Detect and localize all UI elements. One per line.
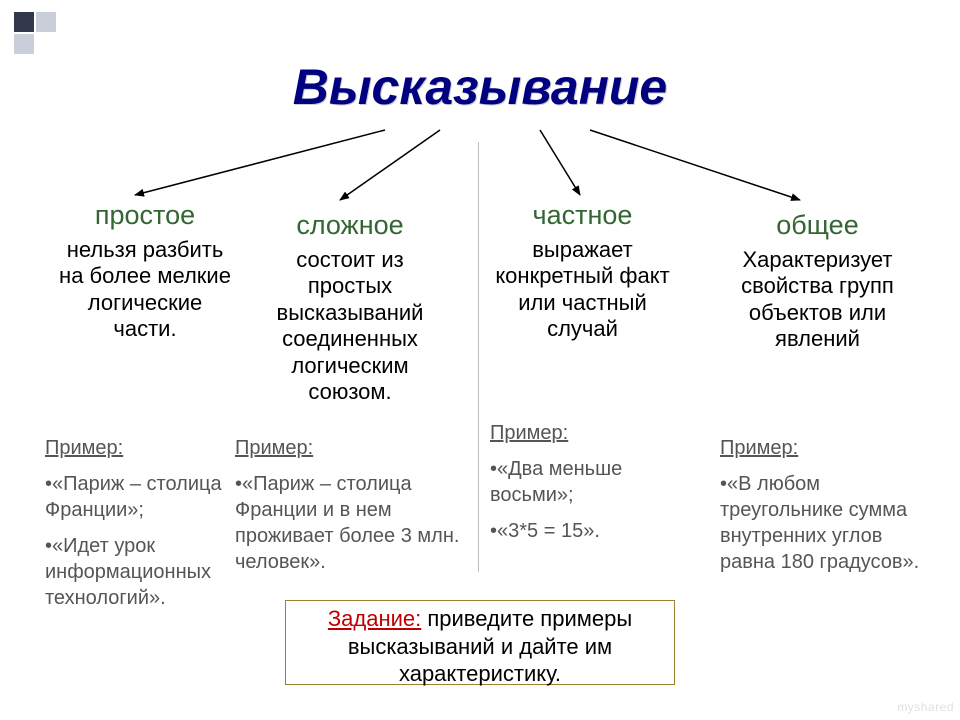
example-block: Пример: •«Париж – столица Франции»; •«Идет…: [45, 435, 225, 621]
example-header: Пример:: [720, 435, 920, 461]
example-item: •«Идет урок информационных технологий».: [45, 533, 225, 611]
main-title: Высказывание: [0, 58, 960, 116]
category-description: состоит из простых высказываний соединен…: [255, 247, 445, 405]
watermark: myshared: [897, 700, 954, 714]
category-column: частное выражает конкретный факт или част…: [490, 200, 675, 343]
category-heading: простое: [55, 200, 235, 231]
category-heading: общее: [720, 210, 915, 241]
category-heading: частное: [490, 200, 675, 231]
category-description: нельзя разбить на более мелкие логически…: [55, 237, 235, 343]
category-heading: сложное: [255, 210, 445, 241]
task-label: Задание:: [328, 606, 421, 631]
example-header: Пример:: [45, 435, 225, 461]
category-column: простое нельзя разбить на более мелкие ло…: [55, 200, 235, 343]
example-block: Пример: •«Два меньше восьми»; •«3*5 = 15».: [490, 420, 665, 554]
example-item: •«Два меньше восьми»;: [490, 456, 665, 508]
example-item: •«В любом треугольнике сумма внутренних …: [720, 471, 920, 575]
example-block: Пример: •«Париж – столица Франции и в нем…: [235, 435, 460, 585]
center-divider: [478, 142, 479, 572]
example-item: •«3*5 = 15».: [490, 518, 665, 544]
category-column: общее Характеризует свойства групп объект…: [720, 210, 915, 353]
example-block: Пример: •«В любом треугольнике сумма внут…: [720, 435, 920, 585]
example-header: Пример:: [235, 435, 460, 461]
example-header: Пример:: [490, 420, 665, 446]
category-description: Характеризует свойства групп объектов ил…: [720, 247, 915, 353]
example-item: •«Париж – столица Франции»;: [45, 471, 225, 523]
example-item: •«Париж – столица Франции и в нем прожив…: [235, 471, 460, 575]
category-description: выражает конкретный факт или частный слу…: [490, 237, 675, 343]
task-box: Задание: приведите примеры высказываний …: [285, 600, 675, 685]
category-column: сложное состоит из простых высказываний с…: [255, 210, 445, 405]
